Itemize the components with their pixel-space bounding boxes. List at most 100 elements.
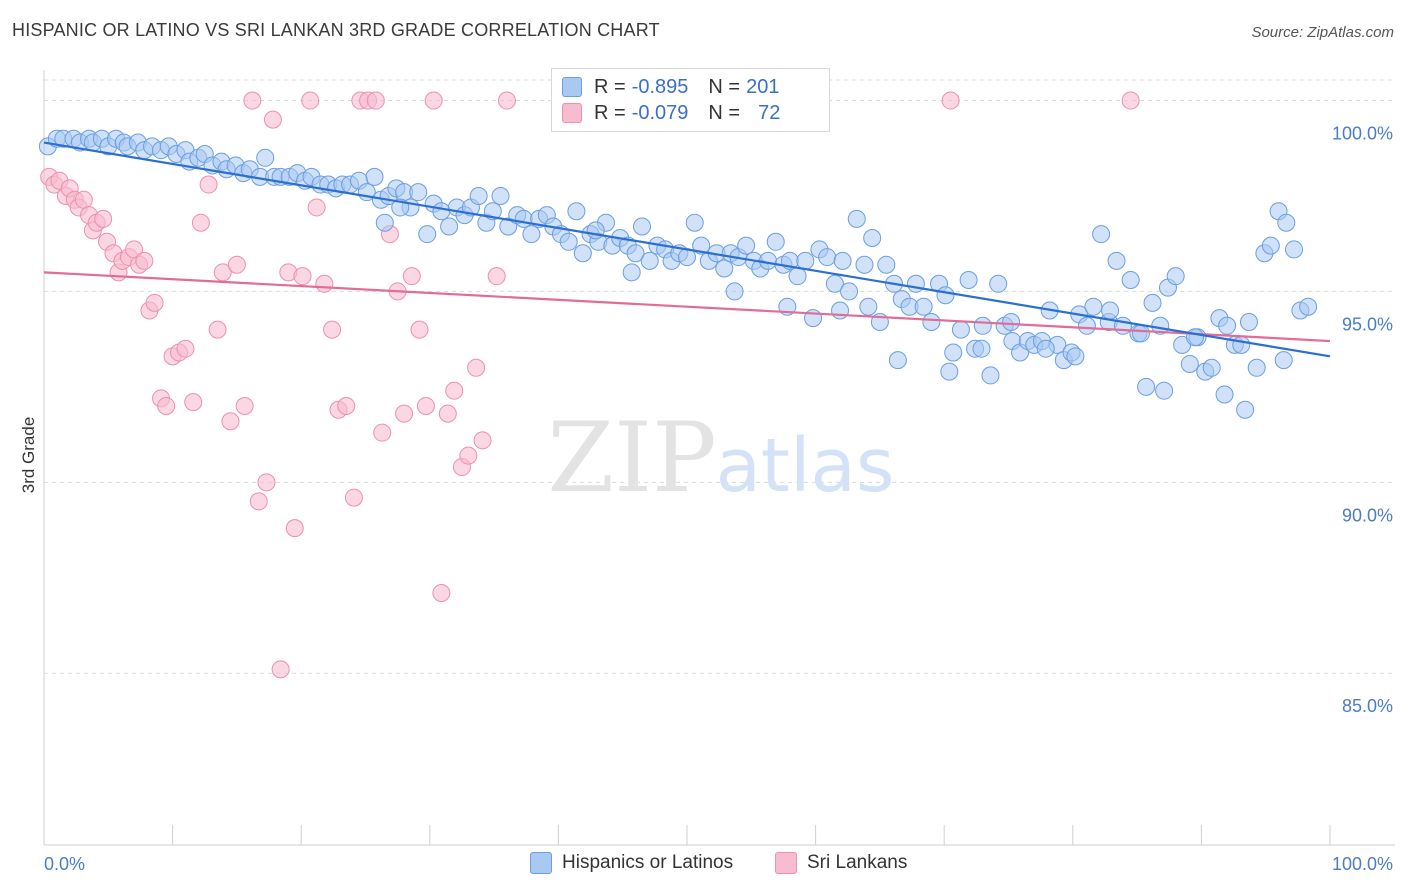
- hispanics-trend-line: [43, 141, 1331, 358]
- legend-n-value: 72: [758, 101, 781, 124]
- sri-lankans-point: [221, 412, 240, 431]
- hispanics-point: [1036, 339, 1055, 358]
- sri-lankans-point: [263, 110, 282, 129]
- sri-lankans-point: [301, 91, 320, 110]
- hispanics-point: [409, 183, 428, 202]
- legend-item-hispanics[interactable]: Hispanics or Latinos: [530, 852, 733, 874]
- hispanics-point: [365, 167, 384, 186]
- hispanics-point: [922, 312, 941, 331]
- hispanics-point: [788, 267, 807, 286]
- sri-lankans-point: [445, 381, 464, 400]
- hispanics-point: [440, 217, 459, 236]
- hispanics-point: [906, 274, 925, 293]
- legend-r-label: R =: [594, 101, 626, 124]
- sri-lankans-point: [323, 320, 342, 339]
- sri-lankans-point: [395, 404, 414, 423]
- hispanics-point: [766, 232, 785, 251]
- sri-lankans-point: [459, 446, 478, 465]
- hispanics-point: [1232, 335, 1251, 354]
- hispanics-point: [622, 263, 641, 282]
- legend-swatch-pink: [562, 103, 582, 123]
- legend-row-sri-lankans: R = -0.079 N = 72: [562, 100, 780, 126]
- hispanics-point: [1247, 358, 1266, 377]
- legend-r-label: R =: [594, 75, 626, 98]
- watermark: ZIP atlas: [547, 402, 894, 514]
- hispanics-point: [1202, 358, 1221, 377]
- hispanics-point: [1180, 354, 1199, 373]
- sri-lankans-point: [497, 91, 516, 110]
- sri-lankans-point: [271, 660, 290, 679]
- hispanics-point: [989, 274, 1008, 293]
- chart-title: HISPANIC OR LATINO VS SRI LANKAN 3RD GRA…: [12, 20, 660, 40]
- hispanics-point: [1121, 270, 1140, 289]
- hispanics-point: [1261, 236, 1280, 255]
- hispanics-point: [1077, 316, 1096, 335]
- hispanics-point: [1284, 240, 1303, 259]
- hispanics-point: [840, 282, 859, 301]
- sri-lankans-point: [243, 91, 262, 110]
- sri-lankans-point: [285, 519, 304, 538]
- sri-lankans-point: [373, 423, 392, 442]
- sri-lankans-point: [410, 320, 429, 339]
- hispanics-point: [491, 186, 510, 205]
- hispanics-point: [1239, 312, 1258, 331]
- hispanics-point: [626, 244, 645, 263]
- sri-lankans-point: [145, 293, 164, 312]
- sri-lankans-point: [135, 251, 154, 270]
- legend-n-label: N =: [708, 75, 741, 98]
- hispanics-point: [432, 202, 451, 221]
- sri-lankans-point: [293, 267, 312, 286]
- hispanics-point: [692, 236, 711, 255]
- sri-lankans-point: [176, 339, 195, 358]
- sri-lankans-trend-line: [43, 271, 1331, 343]
- sri-lankans-point: [402, 267, 421, 286]
- hispanics-point: [522, 225, 541, 244]
- hispanics-point: [1101, 301, 1120, 320]
- legend-label: Sri Lankans: [807, 852, 908, 873]
- watermark-zip: ZIP: [547, 402, 716, 514]
- x-tick-label: 0.0%: [44, 854, 85, 874]
- legend-swatch-pink: [775, 852, 797, 874]
- hispanics-point: [1137, 377, 1156, 396]
- hispanics-point: [951, 320, 970, 339]
- y-axis-title: 3rd Grade: [19, 417, 38, 494]
- sri-lankans-point: [235, 396, 254, 415]
- axes: [43, 70, 1395, 846]
- hispanics-point: [973, 316, 992, 335]
- hispanics-point: [959, 270, 978, 289]
- sri-lankans-point: [337, 396, 356, 415]
- x-tick-label: 100.0%: [1332, 854, 1393, 874]
- sri-lankans-point: [432, 584, 451, 603]
- hispanics-point: [1002, 312, 1021, 331]
- hispanics-point: [640, 251, 659, 270]
- hispanics-point: [1299, 297, 1318, 316]
- hispanics-point: [914, 297, 933, 316]
- hispanics-point: [469, 186, 488, 205]
- sri-lankans-point: [366, 91, 385, 110]
- sri-lankans-point: [344, 488, 363, 507]
- sri-lankans-point: [487, 267, 506, 286]
- legend-n-label: N =: [708, 101, 741, 124]
- hispanics-point: [1092, 225, 1111, 244]
- sri-lankans-point: [208, 320, 227, 339]
- x-tick-labels: 0.0% 100.0%: [44, 854, 1393, 874]
- legend-item-sri-lankans[interactable]: Sri Lankans: [775, 852, 907, 874]
- hispanics-point: [972, 339, 991, 358]
- hispanics-point: [725, 282, 744, 301]
- hispanics-point: [1277, 213, 1296, 232]
- hispanics-point: [1155, 381, 1174, 400]
- sri-lankans-point: [249, 492, 268, 511]
- hispanics-point: [1131, 324, 1150, 343]
- hispanics-point: [1215, 385, 1234, 404]
- hispanics-point: [936, 286, 955, 305]
- hispanics-point: [796, 251, 815, 270]
- hispanics-point: [715, 259, 734, 278]
- hispanics-point: [567, 202, 586, 221]
- sri-lankans-point: [473, 431, 492, 450]
- hispanics-point: [944, 343, 963, 362]
- hispanics-point: [418, 225, 437, 244]
- hispanics-point: [559, 232, 578, 251]
- y-tick-label: 95.0%: [1342, 314, 1393, 334]
- hispanics-point: [1236, 400, 1255, 419]
